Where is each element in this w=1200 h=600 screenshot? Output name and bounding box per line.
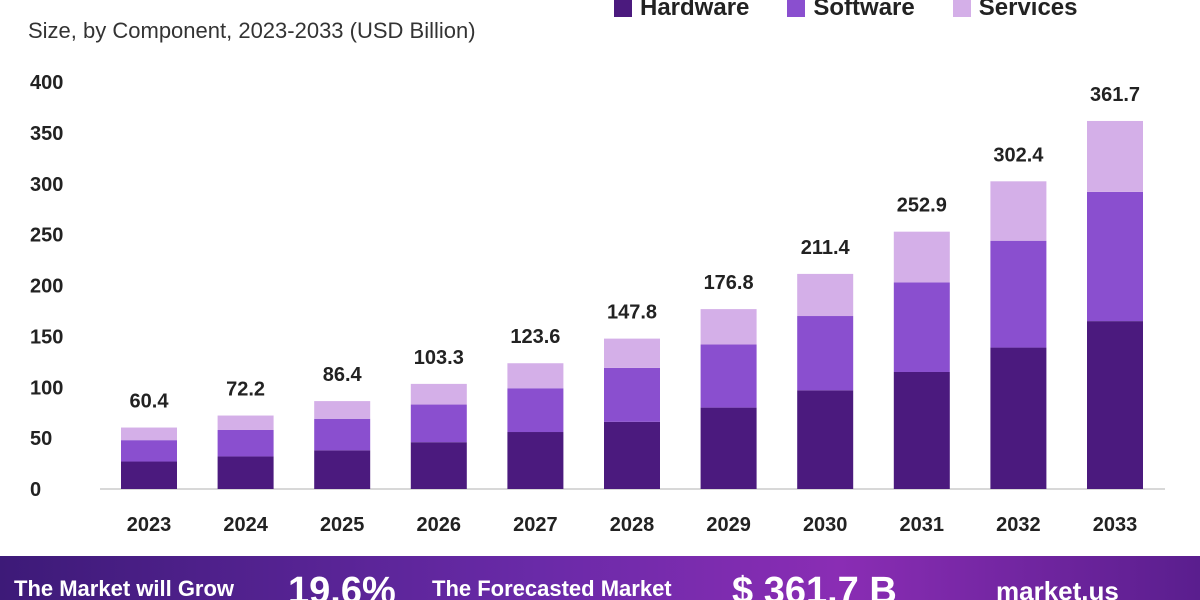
bar-segment-hardware-2031	[893, 371, 950, 489]
total-label-2032: 302.4	[993, 144, 1044, 166]
chart-subtitle: Size, by Component, 2023-2033 (USD Billi…	[28, 18, 476, 43]
total-label-2023: 60.4	[130, 391, 170, 413]
x-tick-label-2031: 2031	[900, 514, 945, 536]
bar-segment-services-2030	[797, 273, 854, 317]
bar-segment-software-2025	[314, 418, 371, 451]
x-tick-label-2025: 2025	[320, 514, 365, 536]
x-tick-label-2027: 2027	[513, 514, 558, 536]
y-tick-label: 200	[30, 276, 63, 298]
bar-segment-software-2030	[797, 316, 854, 391]
legend-item-software: Software	[787, 0, 915, 22]
legend-swatch-hardware	[614, 0, 632, 17]
y-tick-label: 150	[30, 326, 63, 348]
x-tick-label-2026: 2026	[417, 514, 462, 536]
total-label-2027: 123.6	[510, 326, 560, 348]
total-label-2033: 361.7	[1090, 84, 1140, 106]
legend-item-hardware: Hardware	[614, 0, 749, 22]
bar-segment-software-2024	[217, 429, 274, 457]
bar-segment-software-2027	[507, 388, 564, 433]
x-tick-label-2029: 2029	[706, 514, 751, 536]
y-tick-label: 250	[30, 225, 63, 247]
footer-cagr: 19.6%	[288, 570, 396, 600]
y-tick-label: 0	[30, 479, 41, 501]
total-label-2024: 72.2	[226, 379, 265, 401]
footer-forecast-value: $ 361.7 B	[732, 570, 897, 600]
x-tick-label-2028: 2028	[610, 514, 655, 536]
legend-swatch-services	[952, 0, 971, 17]
total-label-2029: 176.8	[704, 272, 754, 294]
total-label-2026: 103.3	[414, 347, 464, 369]
legend-label-hardware: Hardware	[640, 0, 750, 21]
legend-label-software: Software	[813, 0, 915, 21]
y-tick-label: 400	[30, 72, 63, 94]
total-label-2028: 147.8	[607, 302, 657, 324]
stacked-bar-chart: 0 50 100 150 200 250 300 350 400 60.4 2023 72.2 2024…	[30, 72, 1165, 536]
bar-segment-software-2028	[604, 367, 660, 422]
y-tick-label: 350	[30, 123, 63, 145]
x-tick-label-2033: 2033	[1093, 514, 1138, 536]
x-tick-label-2032: 2032	[996, 514, 1041, 536]
bar-segment-services-2027	[507, 363, 564, 389]
bar-segment-software-2033	[1087, 191, 1143, 322]
legend-label-services: Services	[978, 0, 1078, 21]
y-tick-label: 50	[30, 428, 52, 450]
bar-segment-software-2026	[410, 404, 467, 443]
footer-forecast-text: The Forecasted Market	[432, 576, 672, 600]
legend: Hardware Software Services	[614, 0, 1078, 22]
bar-segment-software-2032	[990, 240, 1047, 348]
bar-segment-hardware-2027	[507, 432, 564, 489]
x-tick-label-2023: 2023	[127, 514, 172, 536]
bar-segment-software-2023	[121, 440, 177, 462]
y-tick-label: 100	[30, 377, 63, 399]
bar-segment-services-2024	[217, 415, 274, 430]
bar-segment-services-2032	[990, 181, 1047, 241]
x-tick-label-2030: 2030	[803, 514, 848, 536]
bar-segment-hardware-2024	[217, 456, 274, 489]
bar-segment-hardware-2032	[990, 347, 1047, 489]
total-label-2031: 252.9	[897, 195, 947, 217]
bar-segment-software-2031	[893, 282, 950, 372]
bar-segment-hardware-2030	[797, 390, 854, 489]
bar-segment-hardware-2023	[121, 461, 177, 489]
legend-item-services: Services	[952, 0, 1078, 22]
total-label-2030: 211.4	[801, 237, 851, 259]
bar-segment-services-2033	[1087, 120, 1143, 192]
bar-segment-services-2023	[121, 427, 177, 441]
bar-segment-hardware-2025	[314, 450, 371, 489]
x-tick-label-2024: 2024	[223, 514, 268, 536]
legend-swatch-software	[787, 0, 806, 17]
bar-segment-services-2031	[893, 231, 950, 283]
bar-segment-software-2029	[700, 344, 757, 408]
bar-segment-hardware-2033	[1087, 321, 1143, 489]
bar-segment-services-2025	[314, 401, 371, 419]
bar-segment-hardware-2029	[700, 407, 757, 489]
bar-segment-services-2026	[410, 383, 467, 405]
bar-segment-services-2029	[700, 309, 757, 345]
bar-segment-hardware-2028	[604, 421, 660, 489]
bar-segment-services-2028	[604, 338, 660, 368]
footer-banner: The Market will Grow 19.6% The Forecaste…	[0, 556, 1200, 600]
footer-brand: market.us	[996, 576, 1119, 600]
bar-segment-hardware-2026	[410, 442, 467, 489]
y-tick-label: 300	[30, 174, 63, 196]
footer-grow-text: The Market will Grow	[14, 576, 235, 600]
total-label-2025: 86.4	[323, 364, 363, 386]
